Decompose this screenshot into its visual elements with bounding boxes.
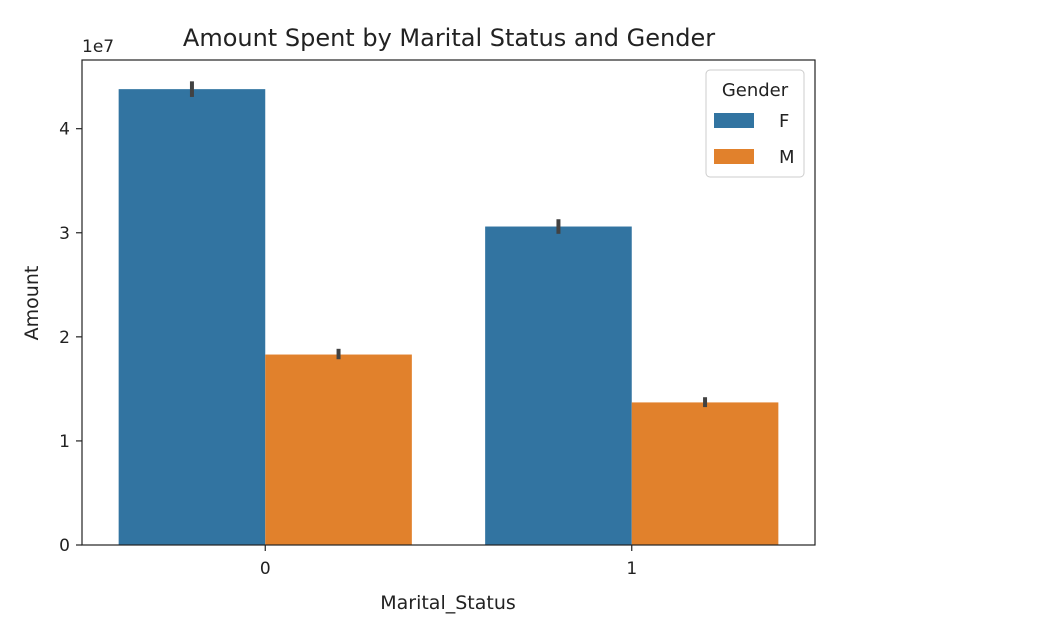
chart-title: Amount Spent by Marital Status and Gende…	[183, 24, 715, 52]
legend-label-m: M	[779, 147, 795, 168]
x-tick-label: 1	[626, 559, 637, 579]
bar-f-0	[118, 89, 266, 545]
y-tick-label: 4	[59, 120, 70, 140]
legend-label-f: F	[779, 111, 789, 132]
y-axis-ticks: 0 1 2 3 4	[59, 120, 82, 556]
bars	[118, 89, 779, 545]
legend-swatch-m	[714, 149, 754, 164]
y-tick-label: 1	[59, 432, 70, 452]
legend: Gender FM	[705, 69, 805, 178]
plot-frame	[81, 59, 816, 546]
x-axis-label: Marital_Status	[380, 592, 516, 614]
bar-m-0	[265, 354, 412, 545]
legend-swatch-f	[714, 113, 754, 128]
bar-f-1	[485, 226, 632, 545]
y-tick-label: 0	[59, 536, 70, 556]
y-offset-text: 1e7	[82, 37, 114, 57]
y-tick-label: 2	[59, 328, 70, 348]
error-bars	[189, 81, 708, 408]
bar-m-1	[631, 402, 779, 545]
y-tick-label: 3	[59, 224, 70, 244]
legend-title: Gender	[722, 80, 789, 101]
x-tick-label: 0	[260, 559, 271, 579]
y-axis-label: Amount	[21, 266, 43, 341]
